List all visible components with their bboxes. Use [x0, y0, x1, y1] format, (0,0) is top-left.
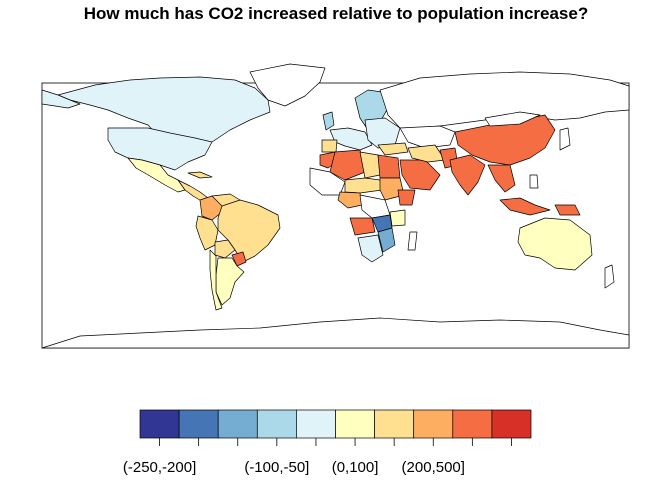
country-india	[449, 154, 486, 196]
country-brazil	[217, 199, 281, 263]
country-mozambique	[377, 227, 396, 253]
country-nigeria	[337, 191, 363, 209]
country-egypt	[377, 154, 401, 179]
country-bolivia	[214, 239, 236, 259]
country-iran	[407, 144, 446, 163]
country-madagascar	[407, 231, 418, 251]
country-australia	[517, 217, 593, 271]
legend-ticks	[159, 438, 512, 446]
map-title: How much has CO2 increased relative to p…	[83, 4, 589, 23]
country-usa-alaska	[41, 89, 81, 109]
country-southeast-asia	[487, 164, 516, 193]
country-kazakhstan	[399, 125, 456, 149]
legend-swatch	[413, 409, 454, 439]
country-chile	[209, 249, 223, 311]
legend-swatch	[178, 409, 219, 439]
country-angola	[349, 217, 376, 236]
country-turkey	[377, 142, 409, 156]
country-spain	[321, 139, 338, 153]
country-peru	[195, 215, 219, 251]
country-algeria	[329, 149, 366, 181]
country-tanzania	[389, 209, 406, 227]
country-new-guinea	[554, 204, 581, 216]
country-uk	[322, 111, 335, 131]
legend-swatch	[256, 409, 297, 439]
legend-swatch	[491, 409, 532, 439]
country-mongolia	[484, 111, 541, 127]
legend-color-bar	[139, 409, 532, 439]
country-cuba	[187, 171, 213, 179]
legend-tick-label: (-250,-200]	[122, 459, 197, 476]
legend-tick-label: (-100,-50]	[244, 459, 310, 476]
country-ethiopia	[397, 189, 416, 206]
country-sahel	[344, 177, 383, 194]
country-philippines	[529, 174, 539, 189]
legend-swatch	[139, 409, 180, 439]
legend-swatch	[296, 409, 336, 439]
legend-swatch	[217, 409, 258, 439]
legend-tick-label: (0,100]	[331, 459, 379, 476]
country-paraguay	[231, 251, 247, 267]
legend-swatch	[452, 409, 493, 439]
country-japan	[559, 127, 571, 151]
country-sudan	[379, 177, 405, 201]
country-indonesia	[499, 197, 551, 216]
antarctica	[41, 317, 630, 349]
country-usa	[107, 127, 213, 171]
country-saudi-arabia	[399, 159, 441, 191]
country-canada	[57, 76, 271, 156]
country-new-zealand	[604, 264, 615, 289]
legend-swatch	[374, 409, 415, 439]
legend-tick-label: (200,500]	[401, 459, 465, 476]
country-southern-africa	[357, 234, 384, 263]
legend-swatch	[335, 409, 375, 439]
country-libya	[359, 151, 381, 179]
country-greenland	[249, 63, 326, 107]
